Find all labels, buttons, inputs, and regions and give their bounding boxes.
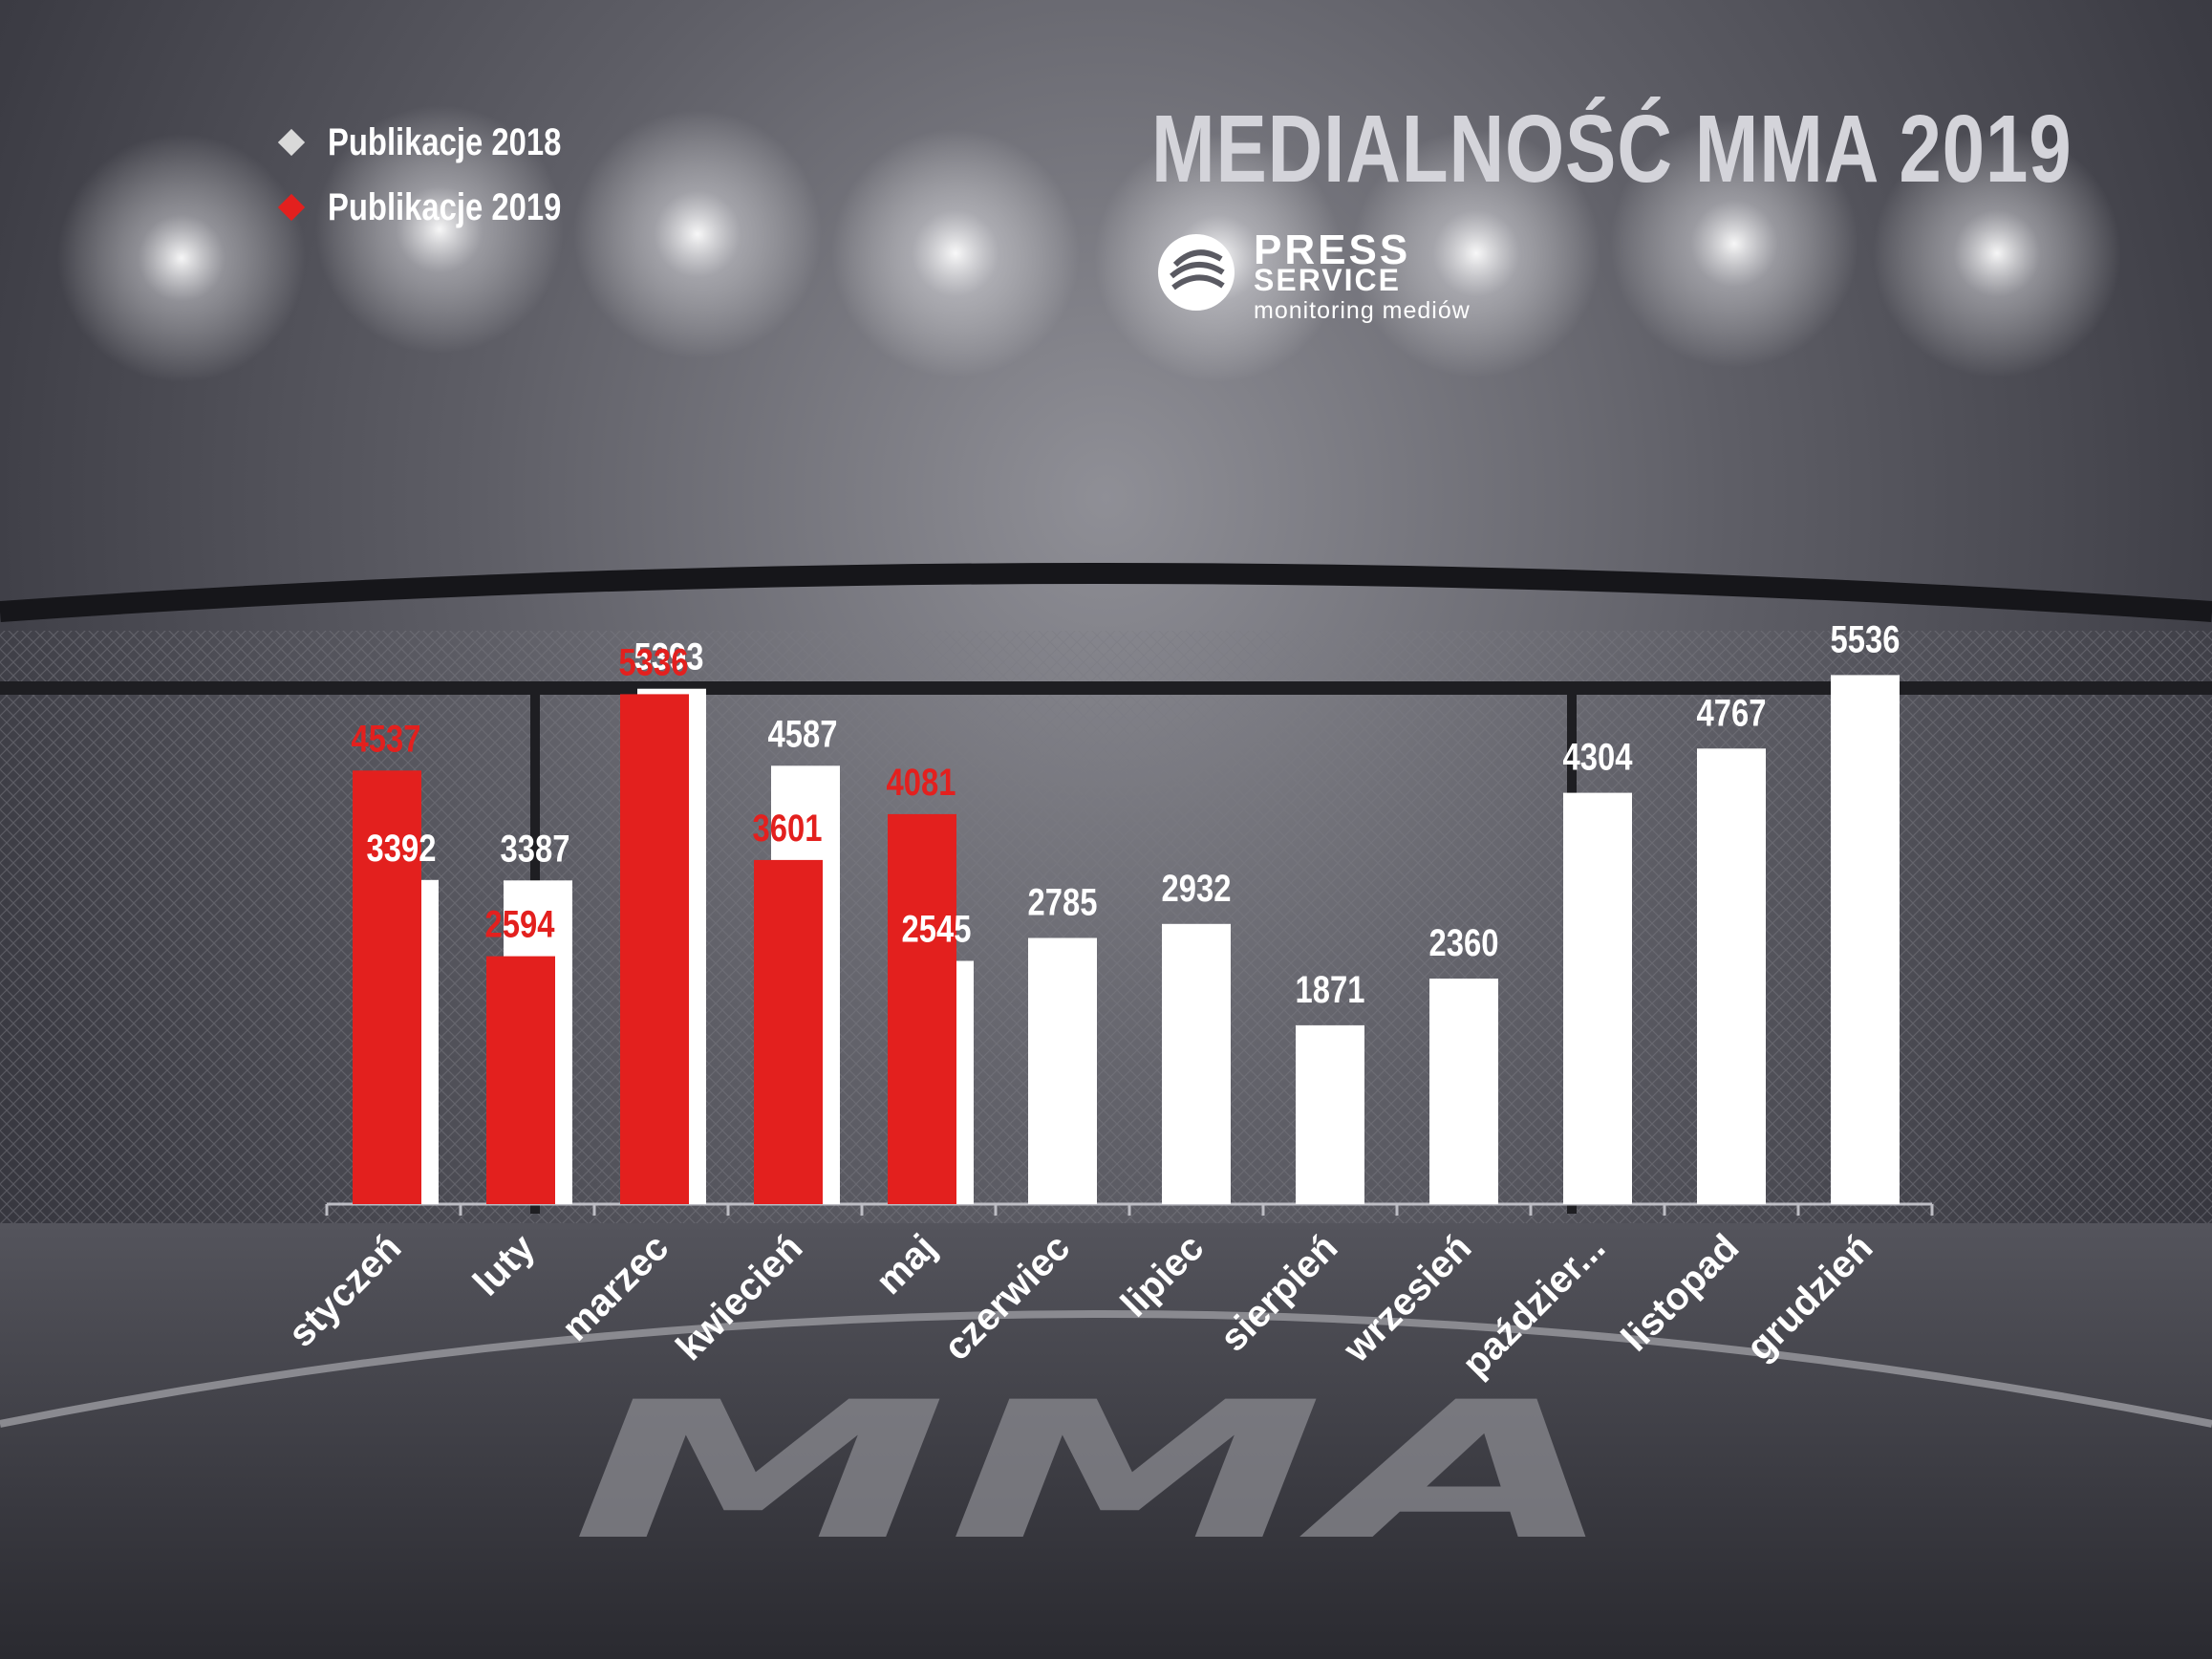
bar-2018: [1162, 923, 1231, 1204]
data-label-2018: 2932: [1162, 867, 1232, 910]
data-label-2018: 4587: [768, 712, 838, 755]
legend-label: Publikacje 2019: [328, 185, 562, 228]
legend-label: Publikacje 2018: [328, 120, 562, 163]
bar-2019: [353, 770, 421, 1204]
data-label-2019: 4081: [887, 761, 956, 804]
legend: Publikacje 2018 Publikacje 2019: [277, 110, 612, 240]
data-label-2018: 5393: [634, 636, 704, 679]
x-tick-label: wrzesień: [1335, 1226, 1479, 1370]
mma-watermark: MMA: [571, 1361, 1618, 1582]
bar-2019: [888, 813, 956, 1204]
data-label-2018: 3392: [367, 827, 437, 870]
bar-2018: [1296, 1024, 1364, 1204]
logo-text-press: PRESS: [1254, 226, 1411, 273]
data-label-2019: 3601: [753, 807, 823, 850]
x-tick-label: czerwiec: [935, 1226, 1078, 1368]
bar-2018: [1429, 979, 1498, 1204]
data-label-2018: 3387: [501, 827, 570, 870]
logo-text-service: SERVICE: [1254, 263, 1401, 297]
press-service-logo: PRESS SERVICE monitoring mediów: [1158, 229, 1493, 325]
data-label-2018: 5536: [1831, 617, 1901, 660]
data-label-2018: 4767: [1697, 691, 1767, 734]
data-label-2018: 4304: [1563, 736, 1634, 779]
x-tick-label: luty: [465, 1226, 544, 1304]
data-label-2018: 2545: [902, 907, 972, 950]
legend-item-2019: Publikacje 2019: [277, 175, 612, 240]
logo-mark-icon: [1158, 234, 1235, 311]
data-label-2018: 2785: [1028, 880, 1098, 923]
x-tick-label: kwiecień: [668, 1226, 810, 1368]
logo-text-subtitle: monitoring mediów: [1254, 297, 1471, 324]
bar-2018: [1831, 675, 1900, 1204]
data-label-2019: 5336: [619, 640, 689, 683]
spotlights: [57, 105, 2121, 382]
bar-2019: [754, 859, 823, 1204]
bar-2018: [1697, 748, 1766, 1204]
data-label-2018: 1871: [1296, 968, 1365, 1011]
bar-2018: [1563, 792, 1632, 1204]
data-label-2018: 2360: [1429, 921, 1499, 964]
x-tick-label: grudzień: [1738, 1226, 1880, 1368]
x-tick-label: paździer...: [1454, 1226, 1613, 1385]
data-label-2019: 4537: [352, 717, 421, 760]
bar-2019: [486, 956, 555, 1204]
data-label-2019: 2594: [485, 903, 556, 946]
chart-title: MEDIALNOŚĆ MMA 2019: [1151, 96, 2072, 203]
x-tick-label: listopad: [1614, 1226, 1748, 1360]
x-tick-label: styczeń: [280, 1226, 409, 1355]
bar-2018: [1028, 937, 1097, 1204]
legend-item-2018: Publikacje 2018: [277, 110, 612, 175]
x-tick-label: marzec: [554, 1226, 677, 1349]
x-tick-label: maj: [869, 1226, 945, 1303]
x-tick-label: sierpień: [1213, 1226, 1346, 1360]
x-tick-label: lipiec: [1113, 1226, 1212, 1325]
bar-2019: [620, 694, 689, 1204]
